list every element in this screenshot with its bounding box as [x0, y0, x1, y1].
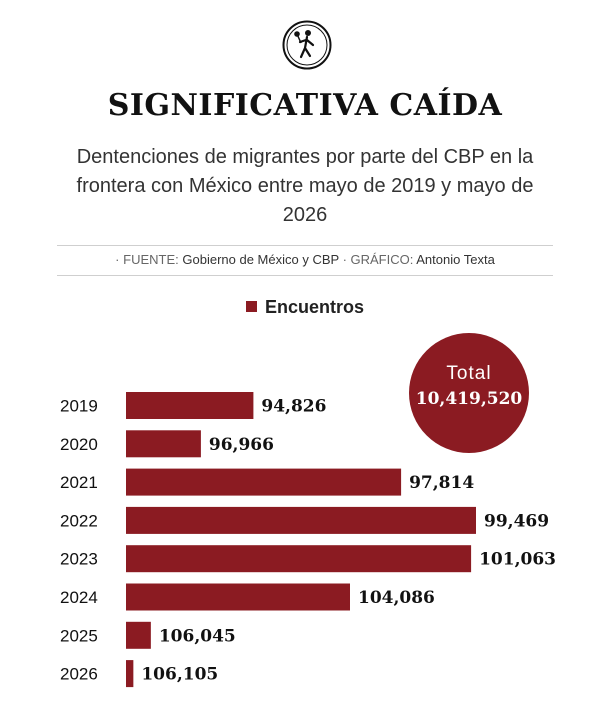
value-label-2021: 97,814: [409, 473, 474, 493]
legend-swatch: [245, 301, 257, 312]
value-label-2023: 101,063: [479, 550, 556, 570]
bar-2020: [126, 430, 201, 458]
bar-2024: [126, 583, 350, 611]
total-value: 10,419,520: [415, 389, 523, 409]
year-label-2024: 2024: [60, 588, 98, 607]
bar-2019: [126, 392, 254, 419]
year-label-2023: 2023: [60, 550, 98, 569]
value-label-2025: 106,045: [159, 626, 236, 646]
total-label: Total: [446, 363, 492, 384]
source-value: Gobierno de México y CBP: [182, 252, 339, 267]
bar-2026: [126, 660, 134, 688]
subtitle: Dentenciones de migrantes por parte del …: [76, 146, 534, 226]
bar-2025: [126, 621, 151, 649]
year-label-2026: 2026: [60, 665, 98, 684]
legend: Encuentros: [0, 297, 610, 318]
value-label-2026: 106,105: [141, 665, 218, 685]
year-label-2025: 2025: [60, 626, 98, 645]
credit-key: GRÁFICO:: [350, 252, 414, 267]
year-label-2022: 2022: [60, 511, 98, 530]
legend-label: Encuentros: [264, 297, 365, 317]
bottom-divider: [57, 275, 553, 276]
value-label-2019: 94,826: [261, 397, 326, 417]
source-key: FUENTE:: [123, 252, 179, 267]
value-label-2022: 99,469: [484, 511, 549, 531]
page-title: SIGNIFICATIVA CAÍDA: [107, 88, 503, 123]
value-label-2020: 96,966: [209, 435, 274, 455]
year-label-2021: 2021: [60, 473, 98, 492]
bar-2023: [126, 545, 472, 573]
bar-2022: [126, 506, 476, 534]
top-divider: [57, 245, 553, 246]
credit-value: Antonio Texta: [416, 252, 495, 267]
source-line: · FUENTE: Gobierno de México y CBP · GRÁ…: [115, 252, 495, 267]
year-label-2020: 2020: [60, 435, 98, 454]
total-badge: Total 10,419,520: [409, 333, 529, 453]
migrant-walking-icon: [282, 20, 332, 70]
bar-2021: [126, 468, 402, 496]
year-label-2019: 2019: [60, 397, 98, 416]
value-label-2024: 104,086: [358, 588, 435, 608]
